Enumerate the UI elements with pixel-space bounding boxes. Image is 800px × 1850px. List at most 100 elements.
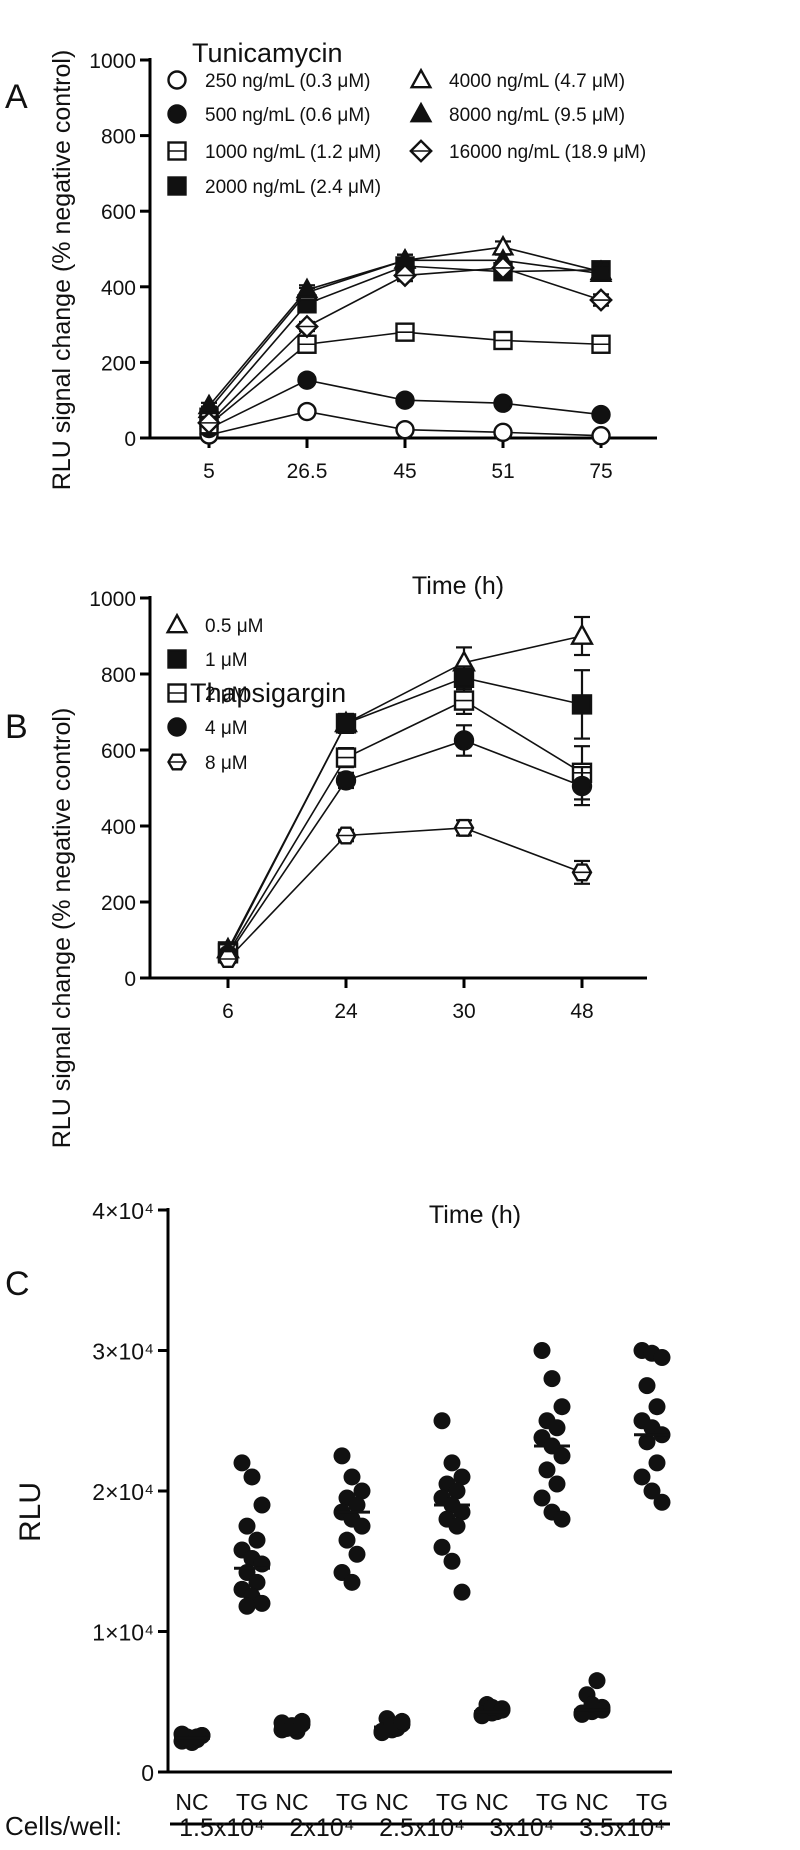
data-point (453, 730, 475, 751)
y-tick-label: 200 (101, 892, 136, 915)
x-tick-label: 51 (491, 460, 514, 483)
x-tick-label: 5 (203, 460, 215, 483)
data-point (433, 1538, 451, 1556)
y-tick-label: 3×10⁴ (92, 1339, 154, 1365)
legend-entry: 8000 ng/mL (9.5 μM) (449, 105, 625, 126)
y-tick-label: 4×10⁴ (92, 1198, 154, 1224)
legend-marker (409, 67, 433, 89)
legend-marker (165, 612, 189, 634)
panel-c-chart: C RLU Cells/well: 0 1×10⁴ 2×10⁴ 3×10⁴ 4×10⁴ N… (5, 1198, 672, 1842)
series-4 (217, 818, 593, 968)
tg-points-1 (333, 1447, 371, 1591)
data-point (395, 419, 415, 440)
x-tick-label: TG (536, 1789, 568, 1815)
panel-c-label: C (5, 1265, 30, 1303)
data-point (538, 1461, 556, 1479)
panel-b-legend: 0.5 μM 1 μM 2 μM 4 μM 8 μM (165, 612, 263, 774)
tg-points-0 (233, 1454, 271, 1615)
data-point (335, 713, 357, 734)
x-tick-label: NC (575, 1789, 608, 1815)
data-point (648, 1398, 666, 1416)
x-tick-label: TG (336, 1789, 368, 1815)
legend-entry: 2 μM (205, 684, 248, 705)
legend-marker (167, 104, 187, 124)
legend-marker (167, 176, 187, 196)
legend-marker (167, 649, 187, 669)
data-point (335, 770, 357, 791)
y-tick-label: 1000 (89, 588, 136, 611)
panel-a-legend: 250 ng/mL (0.3 μM) 500 ng/mL (0.6 μM) 1000… (167, 67, 646, 198)
data-point (343, 1573, 361, 1591)
legend-entry: 8 μM (205, 753, 248, 774)
x-tick-label: 24 (334, 1000, 358, 1023)
x-tick-label: 6 (222, 1000, 234, 1023)
nc-points-0 (173, 1725, 211, 1751)
data-point (533, 1342, 551, 1359)
group-label: 1.5x10⁴ (179, 1814, 265, 1842)
data-point (553, 1398, 571, 1416)
legend-entry: 500 ng/mL (0.6 μM) (205, 105, 370, 126)
data-point (443, 1454, 461, 1472)
data-point (638, 1377, 656, 1395)
group-label: 2x10⁴ (290, 1814, 355, 1842)
y-tick-label: 0 (124, 968, 136, 991)
panel-b-legend-title: Thapsigargin (190, 678, 346, 708)
series-line (227, 739, 583, 956)
panel-c-group-prefix: Cells/well: (5, 1811, 122, 1841)
data-point (253, 1555, 271, 1573)
panel-b-label: B (5, 708, 28, 746)
data-point (543, 1370, 561, 1388)
x-tick-label: NC (275, 1789, 308, 1815)
panel-b-x-label: Time (h) (429, 1201, 521, 1229)
legend-marker (167, 70, 187, 90)
panel-a-x-label: Time (h) (412, 572, 504, 600)
data-point (643, 1482, 661, 1500)
data-point (653, 1493, 671, 1511)
data-point (348, 1545, 366, 1563)
tg-points-4 (633, 1342, 671, 1511)
y-tick-label: 0 (124, 428, 136, 451)
data-point (453, 1583, 471, 1601)
data-point (588, 1672, 606, 1690)
series-3 (217, 724, 593, 966)
y-tick-label: 800 (101, 126, 136, 149)
data-point (571, 775, 593, 797)
data-point (553, 1447, 571, 1465)
data-point (248, 1531, 266, 1549)
data-point (571, 694, 593, 715)
y-tick-label: 1×10⁴ (92, 1620, 154, 1646)
data-point (433, 1412, 451, 1430)
x-tick-label: NC (475, 1789, 508, 1815)
panel-a-chart: A RLU signal change (% negative control)… (5, 38, 657, 600)
data-point (553, 1510, 571, 1528)
series-0 (216, 615, 594, 959)
tg-points-2 (433, 1412, 471, 1601)
series-6 (197, 256, 613, 435)
data-point (633, 1468, 651, 1486)
data-point (343, 1468, 361, 1486)
data-point (248, 1573, 266, 1591)
nc-points-2 (373, 1710, 411, 1742)
series-0 (199, 401, 611, 446)
panel-a-legend-title: Tunicamycin (192, 38, 343, 68)
data-point (353, 1517, 371, 1535)
data-point (395, 390, 415, 410)
data-point (338, 1531, 356, 1549)
group-label: 3x10⁴ (490, 1814, 555, 1842)
y-tick-label: 200 (101, 352, 136, 375)
x-tick-label: 26.5 (287, 460, 328, 483)
data-point (293, 1715, 311, 1733)
panel-c-y-label: RLU (14, 1482, 47, 1542)
x-tick-label: TG (636, 1789, 668, 1815)
legend-entry: 250 ng/mL (0.3 μM) (205, 71, 370, 92)
x-tick-label: TG (436, 1789, 468, 1815)
x-tick-label: 48 (570, 1000, 593, 1023)
series-line (227, 676, 583, 952)
legend-entry: 4 μM (205, 718, 248, 739)
data-point (589, 261, 613, 282)
data-point (253, 1594, 271, 1612)
nc-points-4 (573, 1672, 611, 1723)
data-point (253, 1496, 271, 1514)
legend-entry: 0.5 μM (205, 616, 263, 637)
